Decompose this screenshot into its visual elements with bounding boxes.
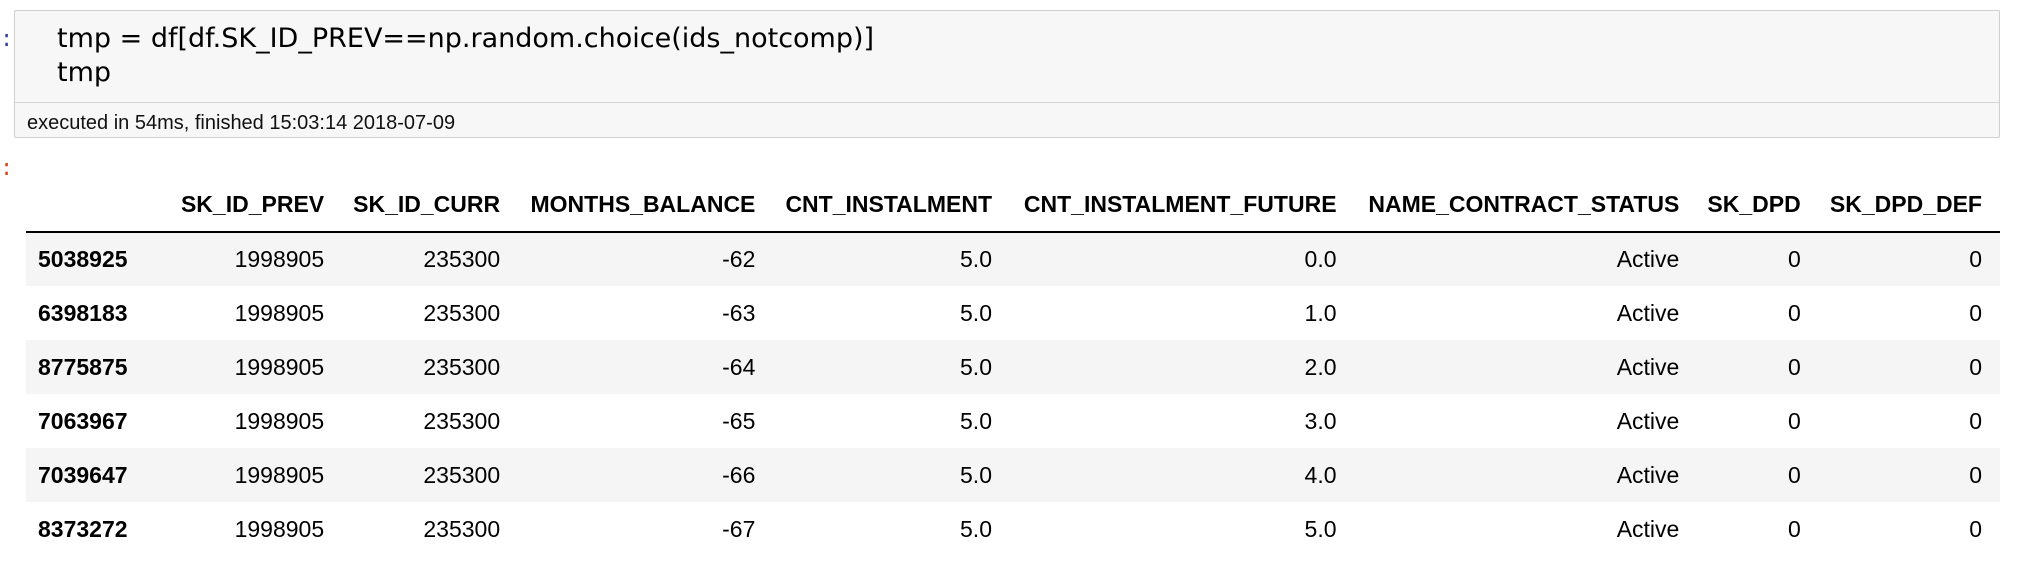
table-row: 6398183 1998905 235300 -63 5.0 1.0 Active 0 0 xyxy=(26,286,2000,340)
table-row: 5038925 1998905 235300 -62 5.0 0.0 Active 0 0 xyxy=(26,232,2000,286)
code-line: tmp xyxy=(57,57,112,88)
column-header: CNT_INSTALMENT xyxy=(773,177,1010,233)
table-cell: -67 xyxy=(722,515,756,542)
row-index: 7039647 xyxy=(38,461,128,488)
table-cell: 5.0 xyxy=(960,407,992,434)
table-cell: 1998905 xyxy=(234,353,325,380)
table-cell: 5.0 xyxy=(960,246,992,272)
table-cell: -64 xyxy=(722,353,756,380)
table-cell: Active xyxy=(1616,461,1680,488)
table-cell: 0 xyxy=(1787,353,1801,380)
table-cell: 0 xyxy=(1787,299,1801,326)
table-row: 8373272 1998905 235300 -67 5.0 5.0 Active 0 0 xyxy=(26,502,2000,556)
column-header: CNT_INSTALMENT_FUTURE xyxy=(1010,177,1355,233)
column-header: MONTHS_BALANCE xyxy=(518,177,774,233)
column-header: SK_ID_PREV xyxy=(170,177,343,233)
table-cell: -63 xyxy=(722,299,756,326)
table-cell: 1998905 xyxy=(234,299,325,326)
dataframe-table: SK_ID_PREV SK_ID_CURR MONTHS_BALANCE CNT… xyxy=(26,177,2000,556)
row-index: 5038925 xyxy=(38,246,128,272)
column-header: SK_DPD xyxy=(1697,177,1819,233)
table-cell: 4.0 xyxy=(1304,461,1337,488)
table-cell: 0 xyxy=(1787,515,1801,542)
table-cell: 5.0 xyxy=(960,353,992,380)
row-index: 7063967 xyxy=(38,407,128,434)
table-cell: Active xyxy=(1616,407,1680,434)
code-editor[interactable]: tmp = df[df.SK_ID_PREV==np.random.choice… xyxy=(15,11,1999,103)
table-cell: 0 xyxy=(1969,353,1982,380)
table-cell: Active xyxy=(1616,515,1680,542)
table-body: 5038925 1998905 235300 -62 5.0 0.0 Active 0 0 639… xyxy=(26,232,2000,556)
table-cell: 0 xyxy=(1787,246,1801,272)
table-cell: -66 xyxy=(722,461,756,488)
table-cell: 5.0 xyxy=(1304,515,1337,542)
table-cell: 5.0 xyxy=(960,515,992,542)
table-cell: 0 xyxy=(1969,407,1982,434)
column-header: NAME_CONTRACT_STATUS xyxy=(1354,177,1698,233)
table-cell: 5.0 xyxy=(960,299,992,326)
table-cell: 0 xyxy=(1787,407,1801,434)
table-cell: 235300 xyxy=(423,407,501,434)
row-index: 6398183 xyxy=(38,299,128,326)
table-cell: 0.0 xyxy=(1304,246,1337,272)
table-cell: 235300 xyxy=(423,246,501,272)
index-header xyxy=(26,177,170,233)
table-row: 8775875 1998905 235300 -64 5.0 2.0 Active 0 0 xyxy=(26,340,2000,394)
table-cell: -65 xyxy=(722,407,756,434)
table-cell: 1998905 xyxy=(234,407,325,434)
table-cell: 5.0 xyxy=(960,461,992,488)
table-row: 7039647 1998905 235300 -66 5.0 4.0 Active 0 0 xyxy=(26,448,2000,502)
table-cell: 0 xyxy=(1787,461,1801,488)
code-cell[interactable]: tmp = df[df.SK_ID_PREV==np.random.choice… xyxy=(14,10,2000,138)
table-cell: 235300 xyxy=(423,299,501,326)
table-cell: Active xyxy=(1616,246,1680,272)
column-header: SK_ID_CURR xyxy=(342,177,519,233)
code-line: tmp = df[df.SK_ID_PREV==np.random.choice… xyxy=(57,23,875,54)
table-cell: 1.0 xyxy=(1304,299,1337,326)
table-cell: 235300 xyxy=(423,461,501,488)
table-cell: 2.0 xyxy=(1304,353,1337,380)
output-prompt: : xyxy=(0,157,14,182)
input-prompt: : xyxy=(0,28,14,53)
table-cell: 1998905 xyxy=(234,461,325,488)
table-cell: 235300 xyxy=(423,353,501,380)
table-cell: 1998905 xyxy=(234,515,325,542)
table-cell: 3.0 xyxy=(1304,407,1337,434)
table-cell: 0 xyxy=(1969,461,1982,488)
table-cell: 1998905 xyxy=(234,246,325,272)
row-index: 8775875 xyxy=(38,353,128,380)
table-cell: Active xyxy=(1616,299,1680,326)
execution-status: executed in 54ms, finished 15:03:14 2018… xyxy=(27,112,456,134)
table-row: 7063967 1998905 235300 -65 5.0 3.0 Active 0 0 xyxy=(26,394,2000,448)
row-index: 8373272 xyxy=(38,515,128,542)
table-cell: 0 xyxy=(1969,246,1982,272)
table-header-row: SK_ID_PREV SK_ID_CURR MONTHS_BALANCE CNT… xyxy=(26,177,2000,233)
table-cell: 235300 xyxy=(423,515,501,542)
column-header: SK_DPD_DEF xyxy=(1818,177,2000,233)
table-cell: -62 xyxy=(722,246,756,272)
table-cell: 0 xyxy=(1969,515,1982,542)
table-cell: 0 xyxy=(1969,299,1982,326)
table-cell: Active xyxy=(1616,353,1680,380)
